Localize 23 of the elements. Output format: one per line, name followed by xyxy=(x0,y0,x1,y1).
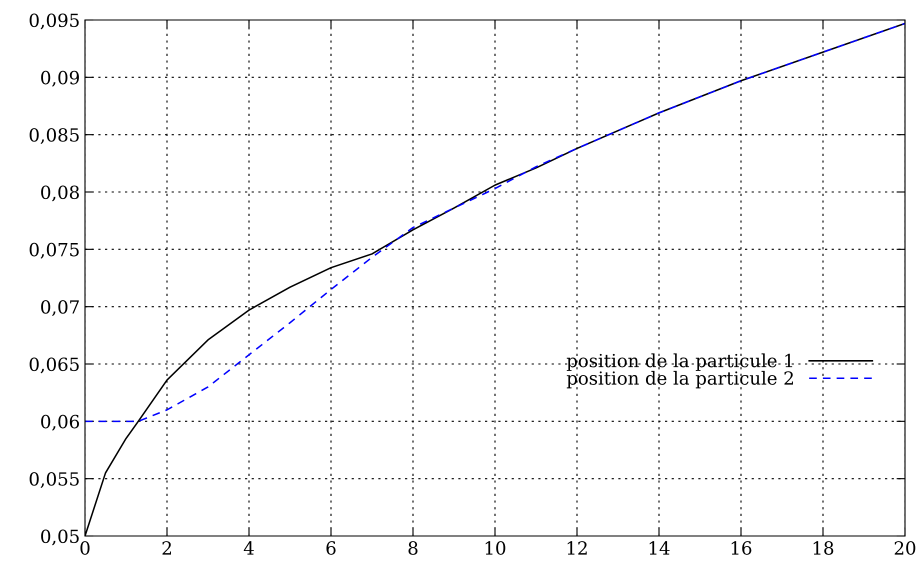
x-tick-label: 6 xyxy=(326,541,336,555)
x-tick-label: 4 xyxy=(244,541,254,555)
x-tick-label: 12 xyxy=(568,541,587,555)
x-tick-label: 18 xyxy=(814,541,834,555)
x-tick-label: 14 xyxy=(650,541,670,555)
x-tick-label: 2 xyxy=(162,541,171,555)
x-tick-label: 8 xyxy=(408,541,418,555)
x-tick-label: 20 xyxy=(894,541,916,555)
x-tick-label: 0 xyxy=(80,541,90,555)
y-tick-label: 0,065 xyxy=(30,357,79,374)
y-tick-label: 0,08 xyxy=(41,185,79,202)
legend-label: position de la particule 2 xyxy=(566,370,793,388)
y-tick-label: 0,07 xyxy=(41,300,79,316)
y-tick-label: 0,06 xyxy=(41,414,79,431)
x-tick-label: 10 xyxy=(486,541,506,555)
y-tick-label: 0,075 xyxy=(30,242,79,259)
y-tick-label: 0,09 xyxy=(41,70,79,87)
y-tick-label: 0,055 xyxy=(30,472,79,488)
x-tick-label: 16 xyxy=(732,541,752,555)
y-tick-label: 0,095 xyxy=(30,13,79,30)
y-tick-label: 0,085 xyxy=(30,128,79,144)
line-series xyxy=(85,22,905,422)
y-tick-label: 0,05 xyxy=(41,529,79,546)
